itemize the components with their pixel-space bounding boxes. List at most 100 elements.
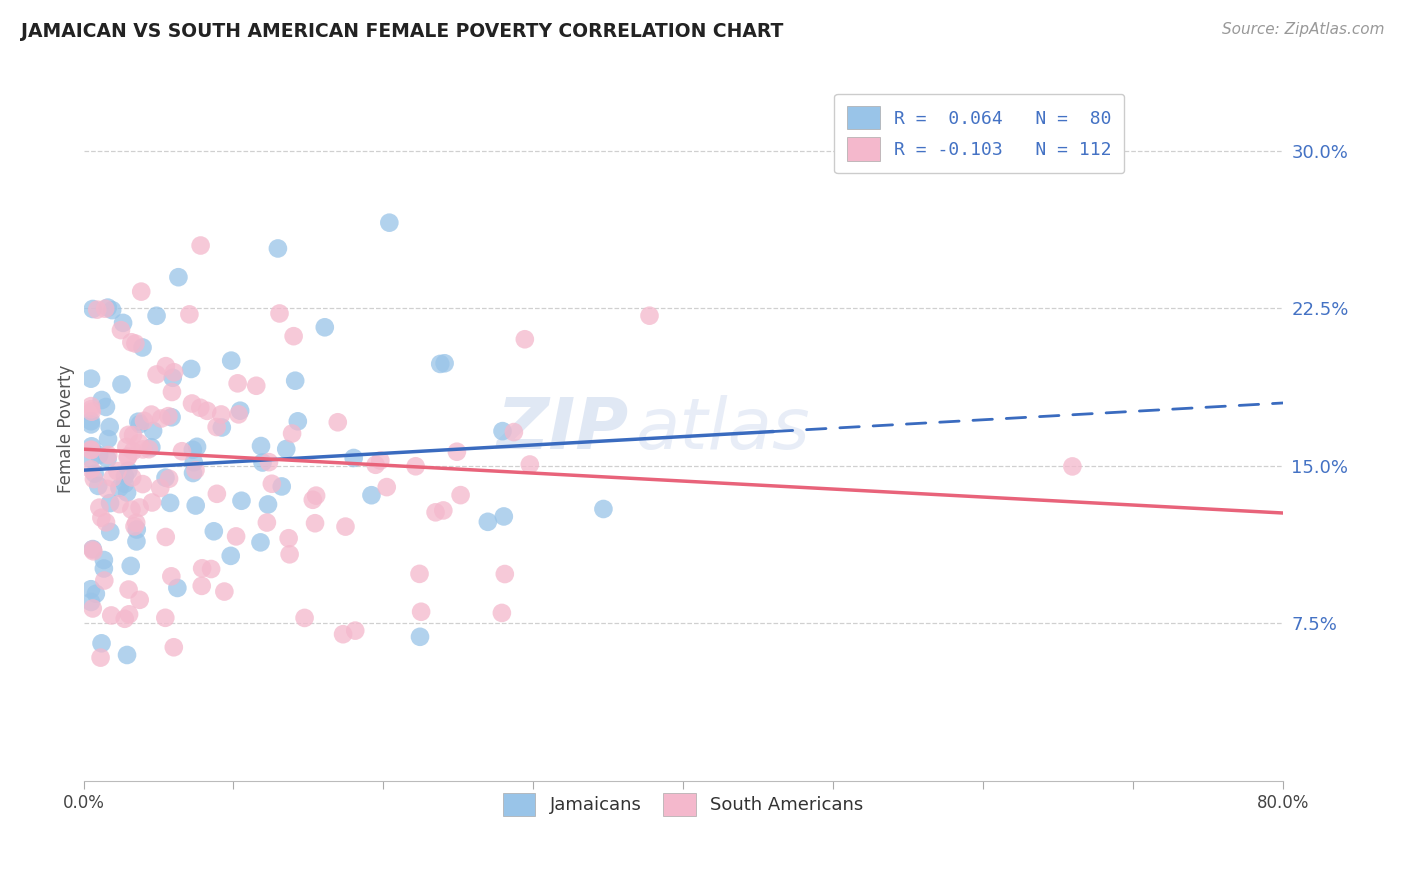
Point <box>125 534 148 549</box>
Point <box>80 462 103 476</box>
Point <box>343 450 366 465</box>
Point <box>97 432 120 446</box>
Point <box>249 535 271 549</box>
Point <box>269 306 291 320</box>
Point <box>411 605 433 619</box>
Point <box>150 411 173 425</box>
Point <box>101 471 124 485</box>
Point <box>115 485 138 500</box>
Point <box>162 371 184 385</box>
Point <box>128 592 150 607</box>
Point <box>132 414 155 428</box>
Point <box>160 569 183 583</box>
Point <box>160 384 183 399</box>
Point <box>260 476 283 491</box>
Point <box>276 442 298 456</box>
Point <box>284 374 307 388</box>
Point <box>129 285 152 299</box>
Point <box>84 587 107 601</box>
Point <box>186 440 208 454</box>
Point <box>94 400 117 414</box>
Point <box>277 531 299 545</box>
Point <box>184 463 207 477</box>
Point <box>117 582 139 597</box>
Point <box>157 409 180 424</box>
Point <box>90 636 112 650</box>
Point <box>145 309 167 323</box>
Point <box>80 442 103 457</box>
Point <box>190 579 212 593</box>
Point <box>408 566 430 581</box>
Point <box>219 549 242 563</box>
Point <box>179 307 201 321</box>
Point <box>155 530 177 544</box>
Point <box>120 502 142 516</box>
Point <box>128 417 150 432</box>
Point <box>98 496 121 510</box>
Point <box>121 470 143 484</box>
Point <box>128 500 150 515</box>
Point <box>141 408 163 422</box>
Point <box>368 453 391 467</box>
Point <box>304 516 326 531</box>
Text: JAMAICAN VS SOUTH AMERICAN FEMALE POVERTY CORRELATION CHART: JAMAICAN VS SOUTH AMERICAN FEMALE POVERT… <box>21 22 783 41</box>
Point <box>231 493 253 508</box>
Point <box>257 455 280 469</box>
Point <box>82 601 104 615</box>
Point <box>433 356 456 370</box>
Point <box>80 595 103 609</box>
Point <box>270 479 292 493</box>
Point <box>267 242 290 256</box>
Point <box>157 472 180 486</box>
Point <box>108 497 131 511</box>
Point <box>83 467 105 481</box>
Point <box>181 396 204 410</box>
Point <box>117 450 139 464</box>
Point <box>257 498 280 512</box>
Point <box>446 444 468 458</box>
Point <box>120 558 142 573</box>
Point <box>142 424 165 438</box>
Y-axis label: Female Poverty: Female Poverty <box>58 365 75 493</box>
Point <box>188 401 211 415</box>
Point <box>80 405 103 419</box>
Point <box>82 542 104 557</box>
Point <box>184 499 207 513</box>
Point <box>155 470 177 484</box>
Point <box>141 440 163 454</box>
Point <box>477 515 499 529</box>
Point <box>114 476 136 491</box>
Point <box>450 488 472 502</box>
Point <box>107 464 129 478</box>
Point <box>80 399 103 413</box>
Point <box>181 466 204 480</box>
Point <box>93 574 115 588</box>
Point <box>252 456 274 470</box>
Point <box>344 624 367 638</box>
Point <box>494 567 516 582</box>
Point <box>200 562 222 576</box>
Point <box>432 503 454 517</box>
Point <box>205 420 228 434</box>
Point <box>190 238 212 252</box>
Point <box>181 442 204 457</box>
Point <box>125 516 148 530</box>
Point <box>94 516 117 530</box>
Point <box>97 301 120 315</box>
Point <box>108 481 131 495</box>
Point <box>170 444 193 458</box>
Point <box>127 415 149 429</box>
Point <box>360 488 382 502</box>
Point <box>429 357 451 371</box>
Point <box>97 448 120 462</box>
Point <box>98 420 121 434</box>
Point <box>122 444 145 458</box>
Point <box>117 450 139 465</box>
Point <box>110 377 132 392</box>
Point <box>120 335 142 350</box>
Point <box>294 611 316 625</box>
Point <box>167 270 190 285</box>
Point <box>375 480 398 494</box>
Point <box>491 606 513 620</box>
Point <box>229 403 252 417</box>
